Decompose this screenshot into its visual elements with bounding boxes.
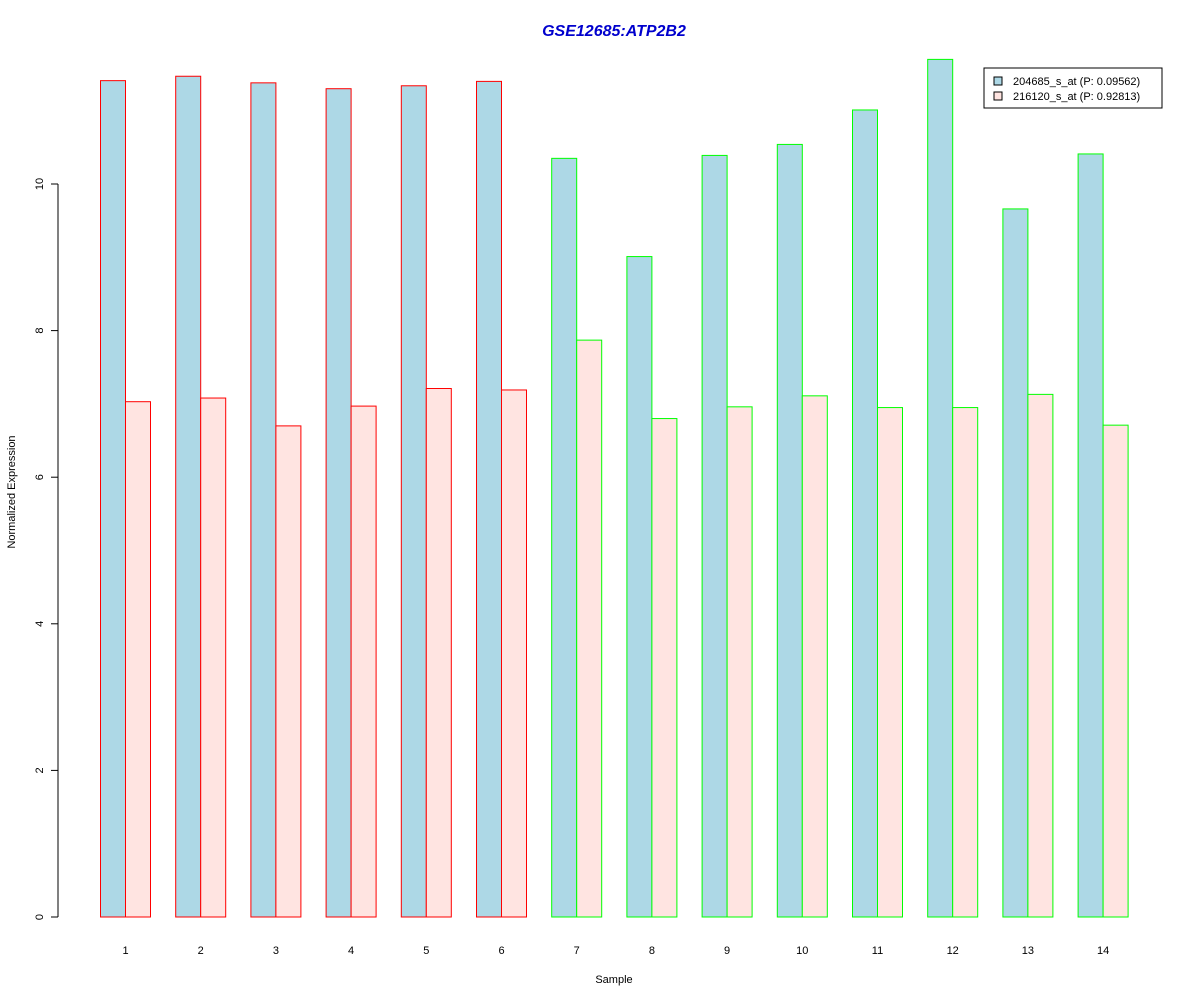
legend-box	[983, 67, 1163, 109]
y-tick-label: 2	[34, 767, 46, 773]
bar-sample-1-series-2	[125, 401, 151, 918]
x-tick-label: 3	[273, 945, 279, 957]
bar-sample-11-series-2	[877, 407, 903, 918]
bar-sample-7-series-1	[551, 157, 578, 918]
bar-sample-9-series-1	[701, 154, 728, 918]
bar-sample-6-series-1	[476, 80, 502, 918]
x-tick-label: 1	[122, 945, 128, 957]
x-tick-label: 2	[198, 945, 204, 957]
bar-sample-6-series-2	[501, 389, 527, 918]
legend-swatch-1	[993, 76, 1003, 86]
bar-sample-5-series-1	[400, 85, 427, 918]
bar-sample-2-series-2	[200, 397, 227, 918]
y-tick-label: 8	[34, 328, 46, 334]
legend-swatch-2	[993, 91, 1003, 101]
x-tick-labels: 1 2 3 4 5 6 7 8 9 10 11 12 13 14	[122, 945, 1109, 957]
x-tick-label: 5	[423, 945, 429, 957]
y-axis-label: Normalized Expression	[6, 435, 18, 548]
x-tick-label: 6	[498, 945, 504, 957]
chart-title: GSE12685:ATP2B2	[542, 23, 686, 40]
bars	[100, 58, 1129, 918]
bar-sample-11-series-1	[852, 109, 878, 918]
x-tick-label: 9	[724, 945, 730, 957]
x-tick-label: 12	[947, 945, 959, 957]
x-tick-label: 7	[574, 945, 580, 957]
legend: 204685_s_at (P: 0.09562) 216120_s_at (P: …	[983, 67, 1163, 109]
bar-sample-9-series-2	[726, 406, 753, 918]
bar-sample-14-series-2	[1102, 424, 1129, 918]
bar-sample-3-series-1	[250, 82, 277, 918]
bar-sample-4-series-1	[325, 88, 352, 918]
x-tick-label: 10	[796, 945, 808, 957]
x-tick-label: 4	[348, 945, 354, 957]
legend-label-2: 216120_s_at (P: 0.92813)	[1013, 91, 1140, 103]
bar-sample-13-series-1	[1002, 208, 1029, 918]
bar-sample-8-series-2	[651, 418, 678, 918]
x-tick-label: 14	[1097, 945, 1109, 957]
x-tick-label: 11	[872, 945, 883, 957]
bar-sample-1-series-1	[100, 80, 126, 918]
y-tick-label: 4	[34, 621, 46, 627]
y-tick-label: 10	[34, 178, 46, 190]
bar-sample-12-series-2	[952, 407, 979, 918]
bar-sample-8-series-1	[626, 256, 653, 918]
bar-sample-14-series-1	[1077, 153, 1104, 918]
y-tick-label: 6	[34, 474, 46, 480]
bar-sample-5-series-2	[425, 388, 452, 918]
bar-sample-12-series-1	[927, 58, 954, 918]
bar-sample-7-series-2	[576, 339, 603, 918]
bar-sample-10-series-2	[801, 395, 828, 918]
y-tick-label: 0	[34, 914, 46, 920]
x-tick-label: 13	[1022, 945, 1034, 957]
bar-sample-10-series-1	[776, 143, 803, 918]
x-axis-label: Sample	[595, 974, 632, 986]
bar-sample-3-series-2	[275, 425, 302, 918]
bar-sample-2-series-1	[175, 75, 202, 918]
bar-sample-4-series-2	[350, 405, 377, 918]
y-axis: 0 2 4 6 8 10	[34, 178, 59, 920]
x-tick-label: 8	[649, 945, 655, 957]
legend-label-1: 204685_s_at (P: 0.09562)	[1013, 76, 1140, 88]
bar-sample-13-series-2	[1027, 393, 1054, 918]
